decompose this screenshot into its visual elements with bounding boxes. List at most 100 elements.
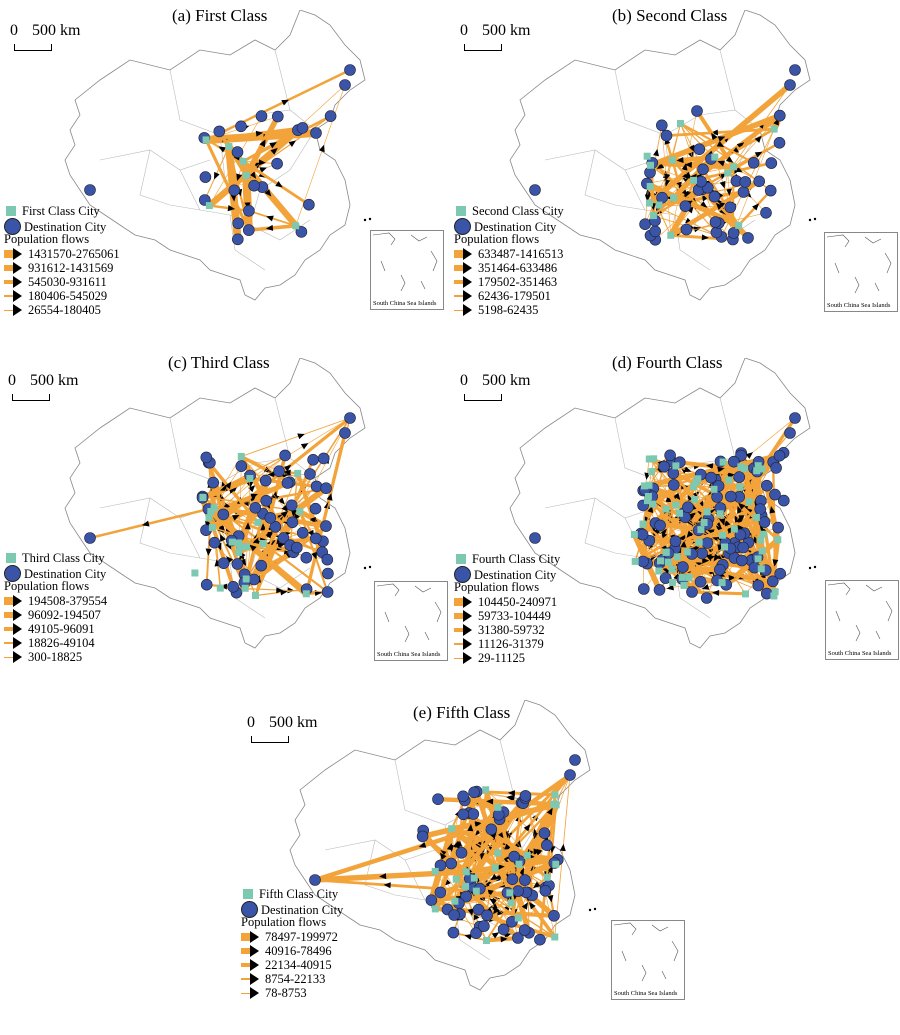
- legend-flow-range-row: 8754-22133: [241, 972, 343, 986]
- scale-zero-label: 0: [460, 372, 468, 390]
- flow-arrow: [301, 441, 310, 450]
- origin-city-marker: [719, 579, 726, 586]
- destination-city-marker: [232, 559, 243, 570]
- destination-city-marker: [274, 466, 285, 477]
- origin-city-marker: [674, 553, 681, 560]
- origin-city-marker: [494, 849, 501, 856]
- flow-lines: [204, 70, 350, 239]
- island-marker: [809, 219, 811, 221]
- island-marker: [814, 566, 816, 568]
- destination-city-marker: [681, 224, 692, 235]
- destination-city-marker: [310, 533, 321, 544]
- origin-city-marker: [755, 462, 762, 469]
- destination-city-marker: [539, 828, 550, 839]
- origin-city-marker: [676, 510, 683, 517]
- destination-city-marker: [534, 934, 545, 945]
- legend-flow-range-label: 194508-379554: [28, 594, 107, 608]
- legend-flow-range-label: 96092-194507: [28, 608, 101, 622]
- destination-city-marker: [493, 809, 504, 820]
- flow-arrow: [315, 589, 322, 596]
- flow-arrow: [281, 97, 290, 105]
- legend-flow-range-row: 62436-179501: [454, 289, 564, 303]
- origin-city-marker: [647, 162, 654, 169]
- destination-city-marker: [755, 504, 766, 515]
- origin-city-marker: [508, 899, 515, 906]
- island-marker: [809, 567, 811, 569]
- origin-city-marker: [296, 508, 303, 515]
- destination-city-marker: [310, 503, 321, 514]
- origin-city-marker: [684, 549, 691, 556]
- origin-city-marker: [746, 498, 753, 505]
- flow-arrow: [297, 431, 306, 439]
- legend-flow-range-row: 11126-31379: [454, 637, 560, 651]
- origin-city-marker: [681, 582, 688, 589]
- flow-arrow-icon: [4, 262, 22, 274]
- destination-city-marker: [657, 192, 668, 203]
- destination-city-marker: [232, 147, 243, 158]
- destination-city-marker: [236, 461, 247, 472]
- flow-arrow-icon: [4, 276, 22, 288]
- origin-city-marker: [516, 861, 523, 868]
- province-border: [545, 150, 655, 170]
- legend-flows-title: Population flows: [241, 915, 343, 929]
- flow-arrow-icon: [454, 596, 472, 608]
- origin-city-marker: [471, 875, 478, 882]
- destination-city-marker: [256, 111, 267, 122]
- origin-city-marker: [432, 868, 439, 875]
- destination-city-marker: [638, 584, 649, 595]
- province-border: [585, 498, 645, 558]
- destination-city-marker: [310, 875, 321, 886]
- origin-city-marker: [206, 514, 213, 521]
- destination-city-marker: [478, 921, 489, 932]
- destination-city-marker: [85, 185, 96, 196]
- legend-flow-range-row: 22134-40915: [241, 958, 343, 972]
- destination-city-marker: [201, 452, 212, 463]
- legend-flow-range-row: 26554-180405: [4, 303, 120, 317]
- destination-city-marker: [321, 483, 332, 494]
- inset-coastline: [827, 235, 891, 293]
- origin-city-marker: [451, 898, 458, 905]
- origin-city-marker: [260, 540, 267, 547]
- destination-city-marker: [308, 454, 319, 465]
- destination-city-marker: [303, 199, 314, 210]
- flow-arrow: [560, 844, 567, 852]
- origin-city-marker: [211, 504, 218, 511]
- destination-city-marker: [748, 157, 759, 168]
- province-border: [720, 398, 735, 458]
- inset-caption: South China Sea Islands: [377, 651, 440, 658]
- origin-city-marker: [252, 592, 259, 599]
- destination-city-marker: [765, 185, 776, 196]
- island-marker: [814, 218, 816, 220]
- destination-city-marker: [291, 542, 302, 553]
- destination-city-marker: [785, 428, 796, 439]
- legend-origin-label: First Class City: [22, 204, 100, 218]
- province-border: [140, 150, 200, 210]
- legend-flow-range-label: 5198-62435: [478, 303, 538, 317]
- origin-city-marker: [242, 585, 249, 592]
- origin-city-marker: [552, 861, 559, 868]
- destination-city-marker: [520, 790, 531, 801]
- destination-city-marker: [469, 787, 480, 798]
- destination-city-marker: [249, 574, 260, 585]
- legend-flow-range-label: 31380-59732: [478, 623, 545, 637]
- destination-city-marker: [311, 481, 322, 492]
- legend-flow-range-label: 78-8753: [265, 986, 307, 1000]
- origin-square-icon: [6, 206, 16, 216]
- destination-city-marker: [519, 875, 530, 886]
- origin-city-marker: [753, 514, 760, 521]
- province-border: [100, 498, 210, 518]
- destination-city-marker: [656, 120, 667, 131]
- inset-coastline: [373, 233, 437, 291]
- legend-flow-range-label: 78497-199972: [265, 930, 338, 944]
- destination-city-marker: [243, 225, 254, 236]
- destination-city-marker: [507, 874, 518, 885]
- flow-arrow-icon: [454, 652, 472, 664]
- legend-flow-range-row: 49105-96091: [4, 622, 107, 636]
- scale-bar-line: [251, 736, 289, 743]
- province-border: [720, 50, 735, 110]
- destination-city-marker: [687, 587, 698, 598]
- destination-city-marker: [229, 185, 240, 196]
